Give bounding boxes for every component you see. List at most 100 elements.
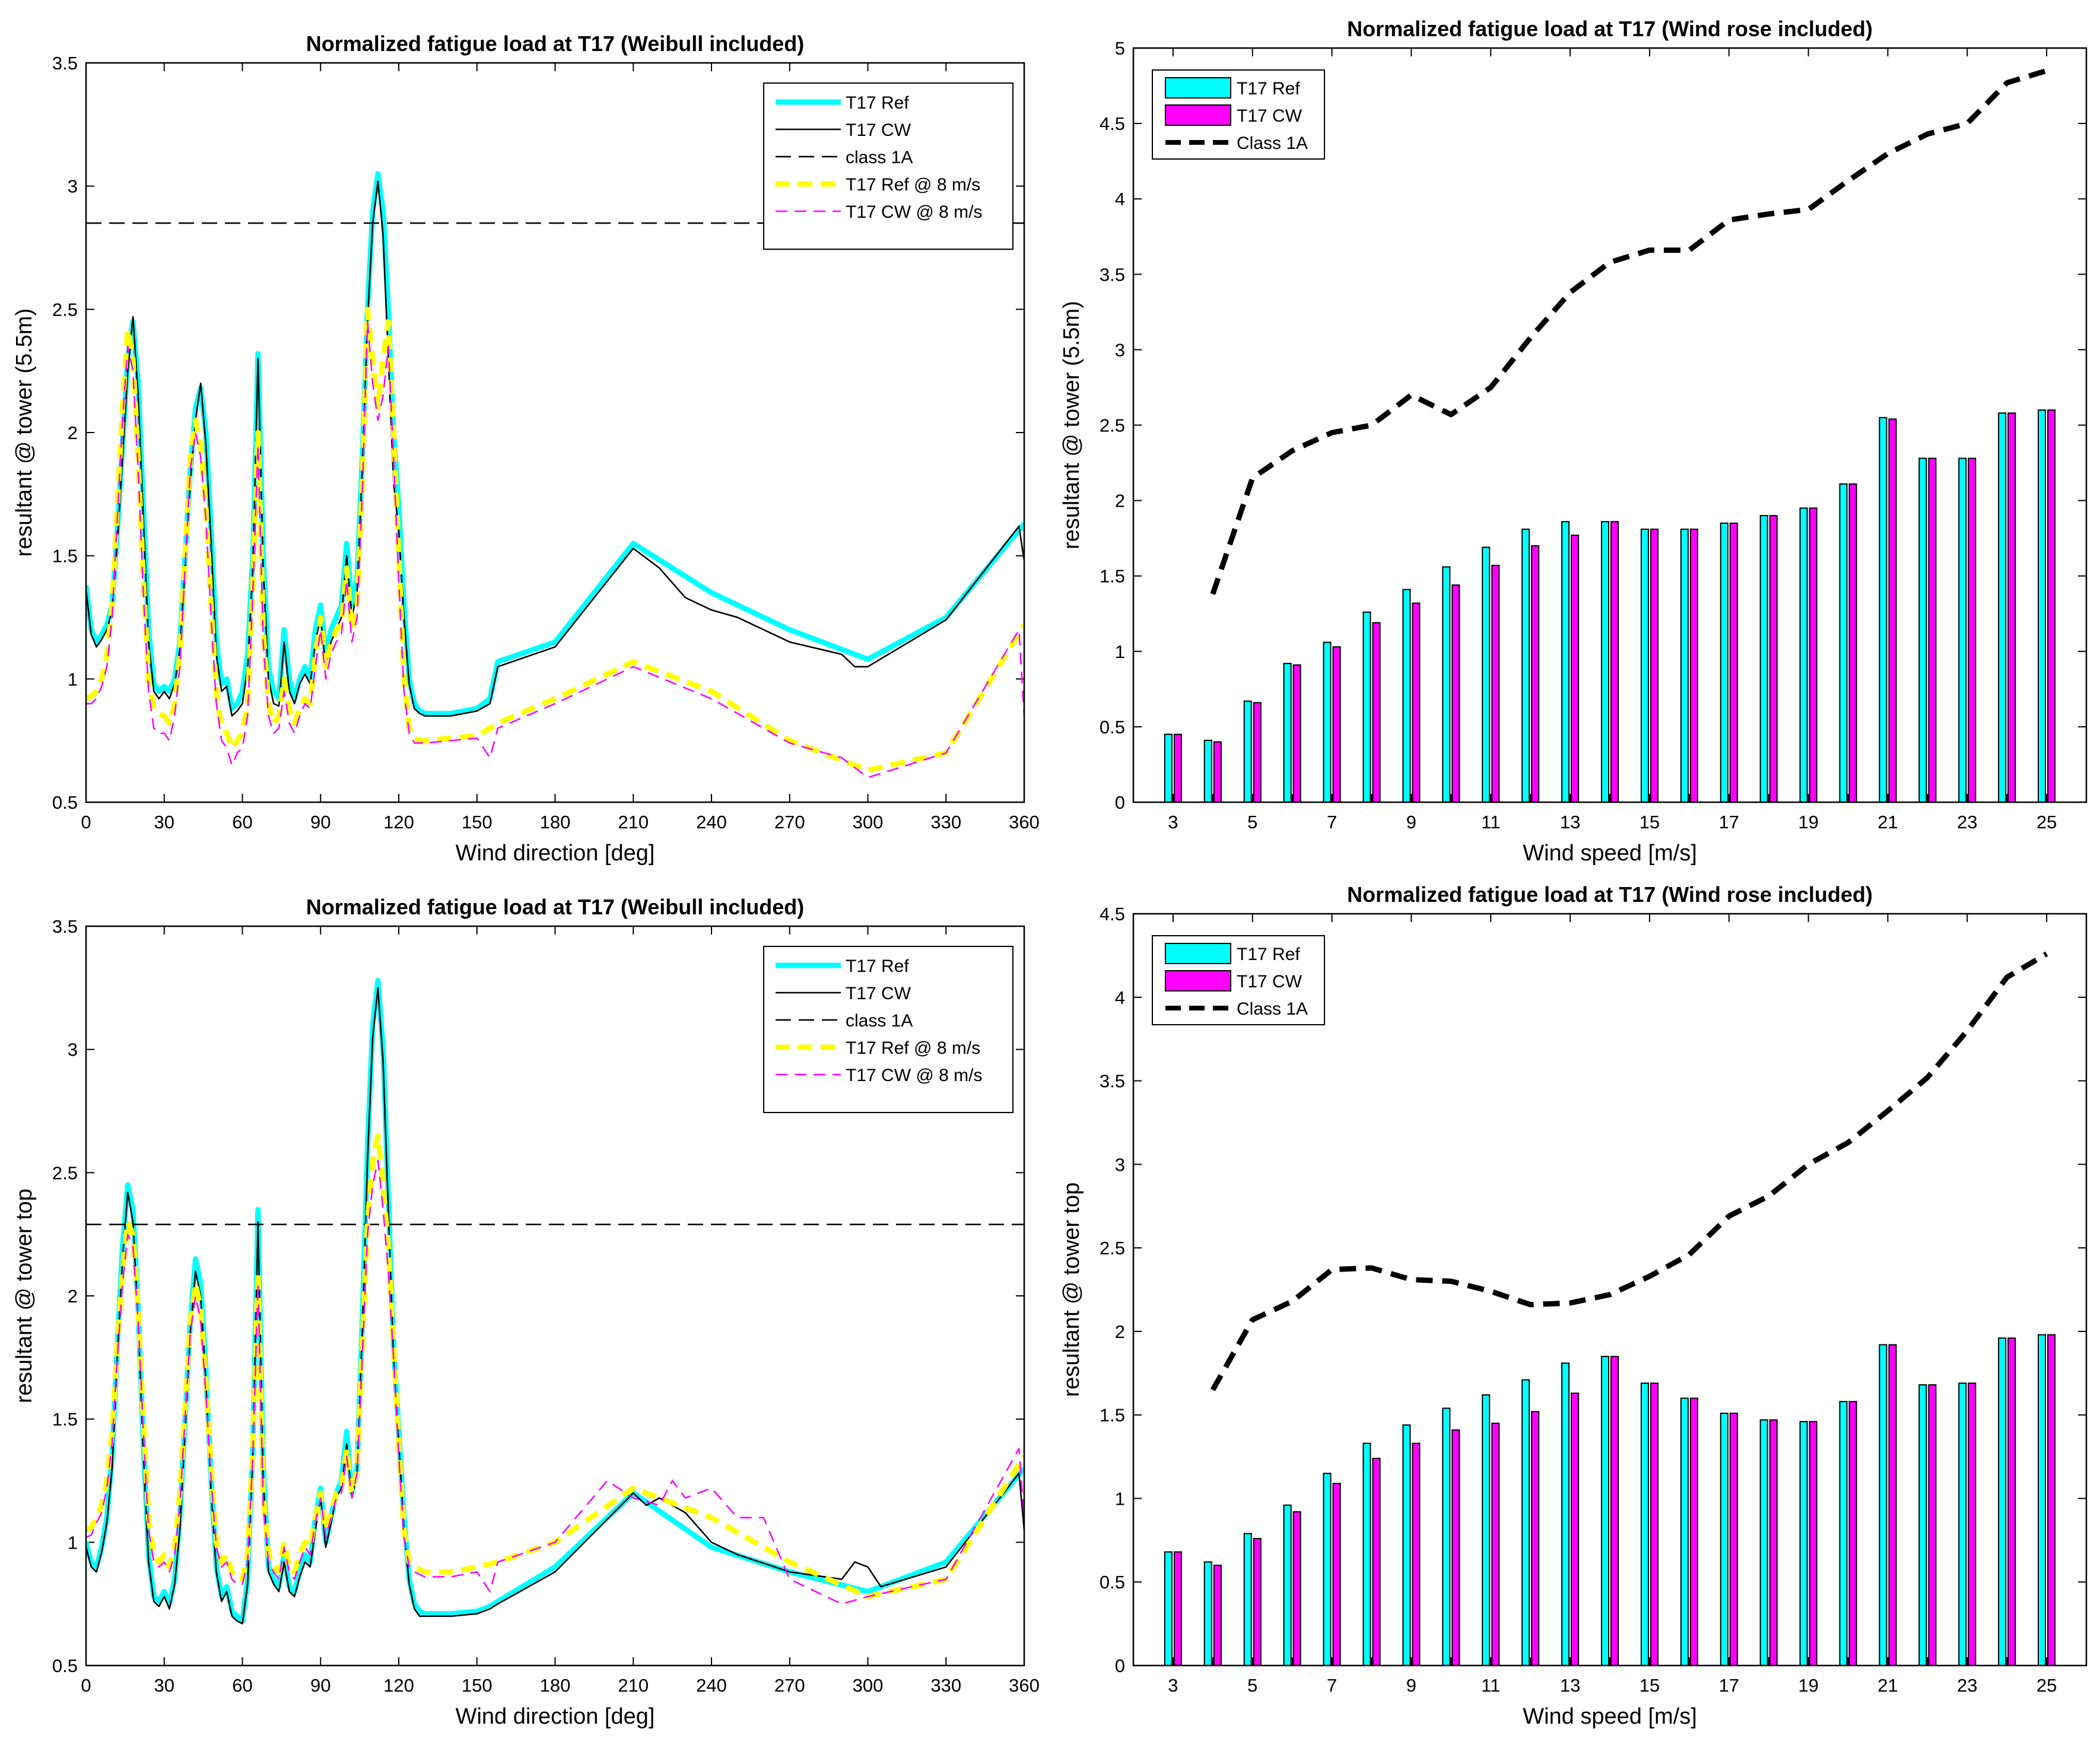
bar-cw	[1412, 602, 1421, 802]
chart-title: Normalized fatigue load at T17 (Weibull …	[306, 895, 804, 919]
bar-ref	[1958, 457, 1967, 802]
x-tick-label: 90	[310, 1675, 331, 1696]
y-tick-label: 3.5	[52, 916, 78, 937]
y-tick-label: 4	[1115, 189, 1125, 209]
bar-cw	[1689, 528, 1698, 802]
series-line-yellow	[86, 306, 1024, 773]
legend-box	[763, 82, 1014, 250]
plot-area	[1133, 48, 2086, 802]
x-tick-label: 120	[383, 812, 414, 832]
plot-content	[1164, 951, 2056, 1666]
y-tick-label: 2.5	[52, 1162, 78, 1183]
x-tick-label: 330	[930, 812, 961, 832]
bar-cw	[1292, 664, 1301, 802]
x-tick-label: 25	[2037, 1675, 2057, 1696]
x-tick-label: 0	[81, 812, 91, 832]
bar-cw	[1332, 646, 1341, 802]
bar-ref	[1243, 700, 1252, 802]
plot-content	[86, 171, 1024, 778]
bar-ref	[2038, 409, 2047, 802]
chart-2: 0 0.5 1 1.5 2 2.5 3 3.5 4 4.5 5 3 5 7 9 11 13 15 17 19 21 23 2…	[1059, 17, 2088, 866]
y-tick-label: 2.5	[1100, 415, 1125, 436]
y-tick-label: 0.5	[1100, 1572, 1125, 1593]
x-tick-label: 240	[696, 812, 727, 832]
bar-ref	[1482, 546, 1491, 802]
bar-ref	[1402, 1424, 1411, 1666]
x-tick-label: 23	[1957, 1675, 1977, 1696]
bar-ref	[1203, 1561, 1212, 1666]
x-tick-label: 9	[1406, 1675, 1416, 1696]
plot-content	[1164, 68, 2056, 802]
bar-cw	[1928, 1384, 1937, 1666]
y-axis-label: resultant @ tower top	[1059, 1183, 1084, 1397]
bar-ref	[1839, 1401, 1848, 1666]
y-tick-label: 2.5	[52, 299, 78, 320]
y-tick-label: 3	[68, 176, 78, 197]
bar-ref	[1958, 1382, 1967, 1666]
bar-ref	[1918, 457, 1927, 802]
plot-content	[86, 977, 1024, 1625]
legend-entry: T17 Ref @ 8 m/s	[846, 175, 980, 195]
y-axis-label: resultant @ tower top	[12, 1188, 37, 1403]
bar-ref	[1561, 521, 1570, 802]
bar-cw	[1292, 1511, 1301, 1666]
bar-ref	[1799, 1420, 1808, 1666]
bar-ref	[1442, 1407, 1451, 1666]
bar-ref	[1799, 507, 1808, 802]
legend-entry: T17 CW	[1237, 972, 1302, 991]
bar-ref	[1164, 1551, 1173, 1666]
x-tick-label: 270	[774, 812, 805, 832]
bar-cw	[1571, 535, 1580, 802]
legend: T17 Ref T17 CW Class 1A	[1152, 69, 1325, 160]
bar-ref	[1521, 1379, 1530, 1666]
x-tick-label: 240	[696, 1675, 727, 1696]
x-tick-label: 60	[232, 1675, 252, 1696]
bar-ref	[1998, 412, 2007, 802]
x-tick-label: 300	[853, 1675, 884, 1696]
axes-frame	[1132, 913, 2088, 1667]
bar-ref	[1283, 663, 1292, 802]
y-tick-label: 1	[1115, 641, 1125, 662]
x-tick-label: 19	[1798, 1675, 1818, 1696]
bar-cw	[1888, 1344, 1897, 1666]
bar-cw	[1372, 622, 1381, 802]
legend-entry: Class 1A	[1237, 134, 1308, 153]
series-line-cw	[86, 180, 1024, 717]
x-tick-label: 25	[2037, 812, 2057, 832]
bar-ref	[1759, 515, 1768, 802]
legend-entry: class 1A	[846, 148, 913, 167]
x-tick-label: 180	[540, 812, 571, 832]
bar-cw	[1451, 1429, 1460, 1666]
bar-ref	[1640, 528, 1649, 802]
series-line-magenta	[86, 320, 1024, 778]
axes-frame	[1132, 47, 2088, 803]
chart-1: 0.5 1 1.5 2 2.5 3 3.5 0 30 60 90 120 150 180 210 240 270…	[12, 31, 1040, 866]
bar-ref	[1759, 1419, 1768, 1666]
legend-entry: T17 Ref	[1237, 945, 1300, 964]
y-tick-label: 4	[1115, 987, 1125, 1008]
bar-ref	[1442, 566, 1451, 802]
x-tick-label: 300	[853, 812, 884, 832]
bar-cw	[1491, 1422, 1500, 1666]
bar-ref	[1680, 1397, 1689, 1666]
x-tick-label: 13	[1560, 1675, 1580, 1696]
chart-title: Normalized fatigue load at T17 (Wind ros…	[1347, 17, 1873, 41]
axes-frame	[85, 62, 1025, 803]
bar-cw	[1253, 1538, 1262, 1666]
x-tick-label: 5	[1247, 812, 1257, 832]
x-axis-label: Wind speed [m/s]	[1523, 1704, 1697, 1729]
legend-entry: T17 Ref	[846, 956, 909, 976]
x-tick-label: 7	[1327, 812, 1337, 832]
y-tick-label: 1	[1115, 1488, 1125, 1509]
x-tick-label: 13	[1560, 812, 1580, 832]
bar-cw	[1451, 584, 1460, 802]
bar-cw	[1650, 1382, 1659, 1666]
y-tick-label: 2	[1115, 1321, 1125, 1342]
y-tick-label: 0	[1115, 792, 1125, 813]
y-tick-label: 0.5	[52, 1655, 78, 1676]
x-tick-label: 180	[540, 1675, 571, 1696]
bar-cw	[1848, 483, 1857, 802]
bar-cw	[1729, 522, 1738, 802]
x-axis-label: Wind speed [m/s]	[1523, 841, 1697, 866]
legend-swatch-bar	[1165, 970, 1231, 991]
